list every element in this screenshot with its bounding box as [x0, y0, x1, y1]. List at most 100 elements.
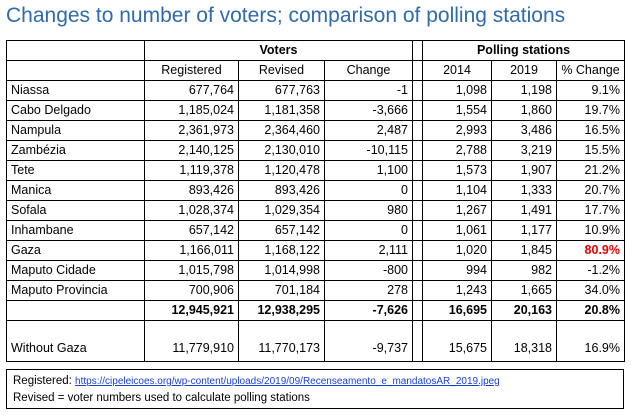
cell-2019: 1,665 [491, 280, 557, 301]
col-header-pct-change: % Change [556, 60, 625, 81]
cell-2014: 1,267 [422, 200, 492, 221]
cell-2014: 1,061 [422, 220, 492, 241]
cell-2014: 2,788 [422, 140, 492, 161]
without-gaza-row: Without Gaza 11,779,910 11,770,173 -9,737 15… [6, 320, 625, 362]
cell-2019: 1,198 [491, 80, 557, 101]
voters-table: Voters Polling stations Registered Revis… [6, 40, 625, 362]
cell-registered: 11,779,910 [144, 320, 239, 362]
cell-2014: 2,993 [422, 120, 492, 141]
cell-registered: 2,140,125 [144, 140, 239, 161]
cell-change: -7,626 [324, 300, 413, 321]
group-header-row: Voters Polling stations [6, 40, 625, 61]
cell-revised: 1,014,998 [238, 260, 325, 281]
cell-pct-change: 15.5% [556, 140, 625, 161]
row-label: Gaza [6, 240, 145, 261]
cell-2019: 3,486 [491, 120, 557, 141]
cell-2019: 1,860 [491, 100, 557, 121]
cell-2014: 994 [422, 260, 492, 281]
cell-pct-change: 34.0% [556, 280, 625, 301]
totals-row: 12,945,921 12,938,295 -7,626 16,695 20,163 20… [6, 300, 625, 321]
table-row: Niassa 677,764 677,763 -1 1,098 1,198 9.1% [6, 80, 625, 101]
cell-2014: 1,020 [422, 240, 492, 261]
registered-source-link[interactable]: https://cipeleicoes.org/wp-content/uploa… [75, 376, 500, 387]
cell-registered: 12,945,921 [144, 300, 239, 321]
cell-pct-change: 20.8% [556, 300, 625, 321]
row-label: Inhambane [6, 220, 145, 241]
col-header-2019: 2019 [491, 60, 557, 81]
cell-pct-change: 16.9% [556, 320, 625, 362]
cell-pct-change: 21.2% [556, 160, 625, 181]
table-row: Cabo Delgado 1,185,024 1,181,358 -3,666 1,55… [6, 100, 625, 121]
cell-2014: 1,243 [422, 280, 492, 301]
table-row: Sofala 1,028,374 1,029,354 980 1,267 1,491 17.… [6, 200, 625, 221]
row-label: Tete [6, 160, 145, 181]
revised-note: Revised = voter numbers used to calculat… [13, 392, 310, 404]
cell-2019: 982 [491, 260, 557, 281]
cell-change: -10,115 [324, 140, 413, 161]
cell-pct-change: 20.7% [556, 180, 625, 201]
cell-2019: 1,845 [491, 240, 557, 261]
cell-revised: 2,130,010 [238, 140, 325, 161]
cell-revised: 1,181,358 [238, 100, 325, 121]
registered-label: Registered: [13, 375, 72, 387]
row-label: Niassa [6, 80, 145, 101]
cell-2019: 18,318 [491, 320, 557, 362]
cell-change: 0 [324, 180, 413, 201]
cell-revised: 657,142 [238, 220, 325, 241]
table-row: Maputo Cidade 1,015,798 1,014,998 -800 994 98… [6, 260, 625, 281]
column-header-row: Registered Revised Change 2014 2019 % Ch… [6, 60, 625, 81]
cell-revised: 1,029,354 [238, 200, 325, 221]
row-label: Zambézia [6, 140, 145, 161]
table-row: Maputo Provincia 700,906 701,184 278 1,243 1,… [6, 280, 625, 301]
row-label [6, 300, 145, 321]
row-label: Nampula [6, 120, 145, 141]
cell-registered: 700,906 [144, 280, 239, 301]
table-row: Zambézia 2,140,125 2,130,010 -10,115 2,788 3,… [6, 140, 625, 161]
cell-pct-change: 9.1% [556, 80, 625, 101]
cell-registered: 893,426 [144, 180, 239, 201]
table-row: Inhambane 657,142 657,142 0 1,061 1,177 10.9% [6, 220, 625, 241]
cell-pct-change: 19.7% [556, 100, 625, 121]
row-label: Sofala [6, 200, 145, 221]
col-header-2014: 2014 [422, 60, 492, 81]
cell-registered: 1,028,374 [144, 200, 239, 221]
cell-2014: 15,675 [422, 320, 492, 362]
cell-pct-change: 17.7% [556, 200, 625, 221]
cell-registered: 1,185,024 [144, 100, 239, 121]
cell-revised: 893,426 [238, 180, 325, 201]
cell-pct-change: 10.9% [556, 220, 625, 241]
cell-revised: 2,364,460 [238, 120, 325, 141]
row-label: Without Gaza [6, 320, 145, 362]
col-header-registered: Registered [144, 60, 239, 81]
cell-pct-change: 16.5% [556, 120, 625, 141]
table-row: Nampula 2,361,973 2,364,460 2,487 2,993 3,486… [6, 120, 625, 141]
row-label: Manica [6, 180, 145, 201]
table-row: Tete 1,119,378 1,120,478 1,100 1,573 1,907 21.… [6, 160, 625, 181]
cell-registered: 1,119,378 [144, 160, 239, 181]
col-header-change: Change [324, 60, 413, 81]
cell-2014: 1,573 [422, 160, 492, 181]
cell-change: 278 [324, 280, 413, 301]
table-row: Manica 893,426 893,426 0 1,104 1,333 20.7% [6, 180, 625, 201]
cell-change: 0 [324, 220, 413, 241]
cell-change: 980 [324, 200, 413, 221]
cell-2014: 16,695 [422, 300, 492, 321]
cell-revised: 701,184 [238, 280, 325, 301]
cell-revised: 12,938,295 [238, 300, 325, 321]
footer-notes: Registered: https://cipeleicoes.org/wp-c… [6, 369, 624, 409]
cell-change: 2,487 [324, 120, 413, 141]
cell-2019: 3,219 [491, 140, 557, 161]
cell-revised: 677,763 [238, 80, 325, 101]
cell-change: -800 [324, 260, 413, 281]
cell-registered: 2,361,973 [144, 120, 239, 141]
cell-2019: 1,177 [491, 220, 557, 241]
row-label: Cabo Delgado [6, 100, 145, 121]
row-label: Maputo Cidade [6, 260, 145, 281]
cell-2019: 20,163 [491, 300, 557, 321]
cell-registered: 657,142 [144, 220, 239, 241]
cell-2014: 1,554 [422, 100, 492, 121]
cell-pct-change: 80.9% [556, 240, 625, 261]
cell-change: 2,111 [324, 240, 413, 261]
cell-2014: 1,104 [422, 180, 492, 201]
cell-pct-change: -1.2% [556, 260, 625, 281]
